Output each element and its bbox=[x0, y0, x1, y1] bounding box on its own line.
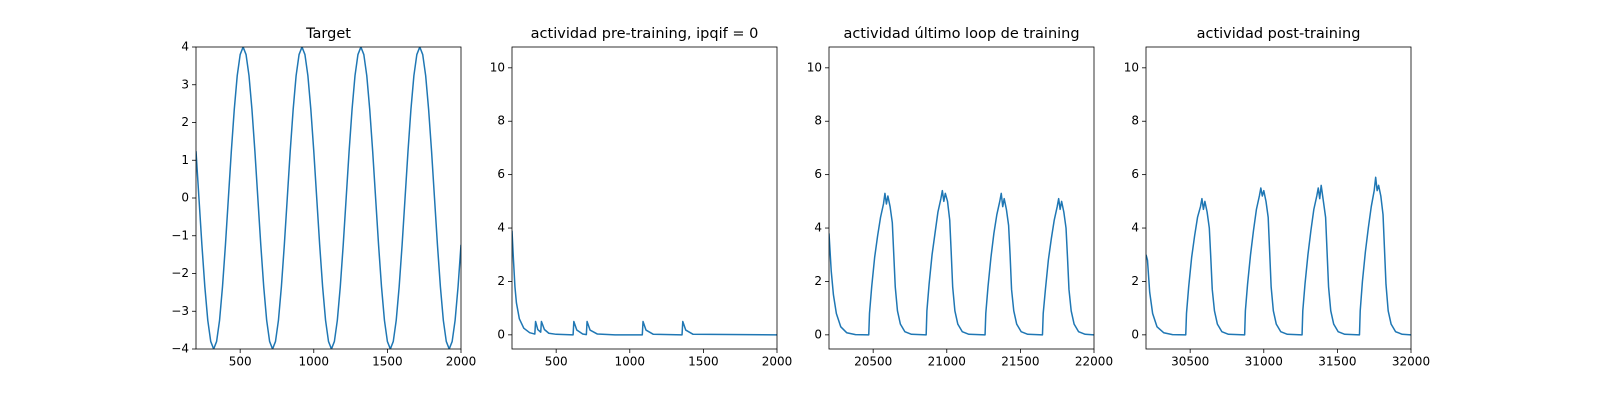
x-tick-label: 1500 bbox=[688, 355, 719, 369]
y-tick-label: 0 bbox=[814, 327, 822, 341]
subplot-title: actividad último loop de training bbox=[843, 26, 1079, 42]
y-tick-label: 2 bbox=[497, 274, 505, 288]
y-tick-label: 4 bbox=[814, 221, 822, 235]
x-tick-label: 500 bbox=[229, 355, 252, 369]
y-tick-label: −1 bbox=[171, 228, 189, 242]
y-tick-label: 3 bbox=[181, 77, 189, 91]
data-line bbox=[829, 189, 1094, 336]
y-tick-label: 8 bbox=[1131, 114, 1139, 128]
y-tick-label: 2 bbox=[814, 274, 822, 288]
axes-frame bbox=[195, 46, 462, 350]
y-tick-label: 10 bbox=[807, 60, 822, 74]
y-tick-label: 2 bbox=[181, 115, 189, 129]
y-tick-label: 2 bbox=[1131, 274, 1139, 288]
x-tick-label: 1500 bbox=[372, 355, 403, 369]
x-tick-label: 31500 bbox=[1318, 355, 1356, 369]
subplot-title: actividad pre-training, ipqif = 0 bbox=[531, 26, 759, 42]
data-line bbox=[1146, 176, 1411, 336]
subplot-title: Target bbox=[305, 26, 351, 42]
x-tick-label: 500 bbox=[545, 355, 568, 369]
x-tick-label: 1000 bbox=[615, 355, 646, 369]
y-tick-label: −4 bbox=[171, 342, 189, 356]
subplot-title: actividad post-training bbox=[1197, 26, 1361, 42]
y-tick-label: −3 bbox=[171, 304, 189, 318]
axes-frame bbox=[511, 46, 778, 350]
x-tick-label: 31000 bbox=[1245, 355, 1283, 369]
y-tick-label: 10 bbox=[1124, 60, 1139, 74]
data-line bbox=[196, 47, 461, 349]
y-tick-label: 8 bbox=[814, 114, 822, 128]
x-tick-label: 21500 bbox=[1001, 355, 1039, 369]
subplot: actividad pre-training, ipqif = 0 0 2 4 6 8 10… bbox=[490, 26, 793, 369]
y-tick-label: 6 bbox=[497, 167, 505, 181]
x-tick-label: 2000 bbox=[446, 355, 477, 369]
y-tick-label: 8 bbox=[497, 114, 505, 128]
y-tick-label: 4 bbox=[181, 40, 189, 54]
x-tick-label: 20500 bbox=[854, 355, 892, 369]
subplot: actividad post-training 0 2 4 6 8 10 30500 31000… bbox=[1124, 26, 1430, 369]
axes-frame bbox=[828, 46, 1095, 350]
axes-frame bbox=[1145, 46, 1412, 350]
x-tick-label: 22000 bbox=[1075, 355, 1113, 369]
y-tick-label: 10 bbox=[490, 60, 505, 74]
x-tick-label: 30500 bbox=[1171, 355, 1209, 369]
subplot: Target −4 −3 −2 −1 0 1 2 3 4 500 1000 1500 2000 bbox=[171, 26, 476, 369]
data-line bbox=[512, 230, 777, 336]
y-tick-label: 4 bbox=[1131, 221, 1139, 235]
x-tick-label: 32000 bbox=[1392, 355, 1430, 369]
y-tick-label: 4 bbox=[497, 221, 505, 235]
y-tick-label: 1 bbox=[181, 153, 189, 167]
y-tick-label: 6 bbox=[814, 167, 822, 181]
x-tick-label: 21000 bbox=[928, 355, 966, 369]
subplot: actividad último loop de training 0 2 4 6 8 10… bbox=[807, 26, 1113, 369]
x-tick-label: 1000 bbox=[299, 355, 330, 369]
x-tick-label: 2000 bbox=[762, 355, 793, 369]
y-tick-label: 0 bbox=[497, 327, 505, 341]
y-tick-label: −2 bbox=[171, 266, 189, 280]
y-tick-label: 0 bbox=[1131, 327, 1139, 341]
y-tick-label: 0 bbox=[181, 191, 189, 205]
y-tick-label: 6 bbox=[1131, 167, 1139, 181]
